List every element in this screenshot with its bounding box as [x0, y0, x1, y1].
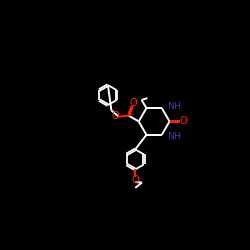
Text: O: O [112, 111, 120, 121]
Text: O: O [129, 98, 137, 108]
Text: O: O [131, 175, 139, 185]
Text: NH: NH [167, 132, 181, 141]
Text: O: O [179, 116, 187, 126]
Text: NH: NH [167, 102, 181, 111]
